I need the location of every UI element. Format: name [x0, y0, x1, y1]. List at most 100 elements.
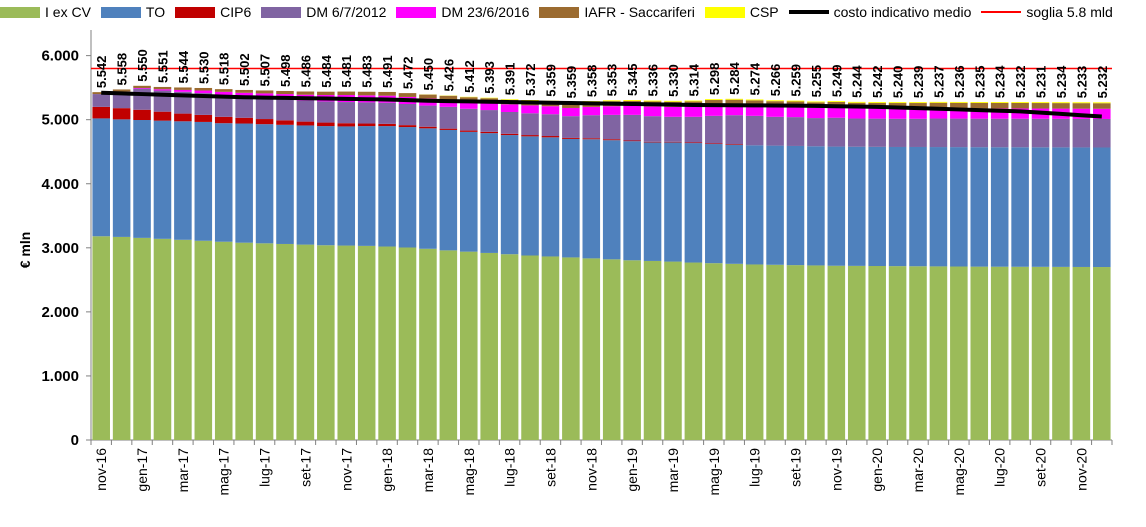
data-label: 5.242 — [870, 65, 885, 98]
bar-segment-iafr-saccariferi — [1093, 103, 1111, 109]
bar-segment-to — [296, 125, 315, 245]
bar-segment-to — [807, 146, 825, 266]
bar-segment-iafr-saccariferi — [419, 94, 437, 99]
data-label: 5.481 — [339, 55, 354, 88]
bar-segment-to — [950, 147, 968, 267]
bar-segment-i-ex-cv — [459, 251, 478, 440]
bar-segment-dm-23-6-2016 — [500, 104, 519, 112]
bar-segment-i-ex-cv — [419, 248, 437, 440]
bar-segment-i-ex-cv — [643, 260, 662, 440]
data-label: 5.249 — [829, 65, 844, 98]
bar-segment-to — [378, 126, 396, 247]
x-tick-label: mar-19 — [665, 448, 681, 493]
x-tick-label: mag-17 — [216, 448, 232, 496]
data-label: 5.236 — [952, 65, 967, 98]
y-axis-title: € mln — [17, 232, 33, 269]
bar-segment-i-ex-cv — [888, 266, 907, 440]
y-tick-label: 3.000 — [41, 240, 79, 257]
data-label: 5.372 — [523, 63, 538, 96]
bar-segment-cip6 — [214, 116, 233, 124]
bar-segment-to — [194, 121, 213, 241]
bar-segment-dm-6-7-2012 — [194, 93, 213, 115]
x-tick-label: set-17 — [297, 448, 313, 487]
y-tick-label: 5.000 — [41, 112, 79, 129]
bar-segment-to — [1052, 147, 1070, 267]
data-label: 5.234 — [993, 65, 1008, 98]
bar-segment-iafr-saccariferi — [970, 102, 989, 109]
y-tick-label: 2.000 — [41, 304, 79, 321]
data-label: 5.412 — [462, 60, 477, 93]
data-label: 5.530 — [196, 51, 211, 84]
data-label: 5.393 — [482, 61, 497, 94]
bar-segment-cip6 — [133, 109, 151, 121]
x-tick-label: mag-19 — [706, 448, 722, 496]
bar-segment-to — [684, 143, 703, 263]
bar-segment-iafr-saccariferi — [194, 87, 213, 91]
bar-segment-csp — [766, 100, 784, 102]
bar-segment-i-ex-cv — [725, 263, 744, 440]
data-label: 5.359 — [564, 66, 579, 99]
bar-segment-dm-6-7-2012 — [827, 117, 846, 147]
bar-segment-csp — [745, 99, 764, 101]
bar-segment-csp — [1052, 102, 1070, 104]
data-label: 5.486 — [298, 55, 313, 88]
data-label: 5.483 — [360, 55, 375, 88]
legend-item-dm-23-6-2016: DM 23/6/2016 — [396, 4, 539, 20]
bar-segment-to — [133, 120, 151, 238]
data-label: 5.345 — [625, 63, 640, 96]
bar-segment-dm-23-6-2016 — [562, 107, 580, 117]
bar-segment-dm-23-6-2016 — [174, 89, 192, 92]
data-label: 5.498 — [278, 54, 293, 87]
bar-segment-dm-6-7-2012 — [235, 96, 253, 118]
bar-segment-iafr-saccariferi — [562, 103, 580, 108]
legend-label: I ex CV — [45, 4, 91, 20]
bar-segment-i-ex-cv — [684, 262, 703, 440]
bar-segment-cip6 — [378, 123, 396, 127]
x-tick-label: lug-18 — [502, 448, 518, 487]
bar-segment-dm-6-7-2012 — [480, 110, 498, 132]
bar-segment-i-ex-cv — [847, 265, 866, 440]
data-label: 5.484 — [319, 54, 334, 87]
bar-segment-i-ex-cv — [602, 259, 621, 440]
x-tick-label: lug-20 — [992, 448, 1008, 487]
bar-segment-i-ex-cv — [214, 241, 233, 440]
bar-segment-to — [235, 123, 253, 243]
bar-segment-dm-23-6-2016 — [1011, 108, 1029, 119]
bar-segment-dm-6-7-2012 — [786, 117, 805, 146]
bar-segment-dm-23-6-2016 — [439, 99, 458, 107]
legend-item-i-ex-cv: I ex CV — [0, 4, 101, 20]
bar-segment-cip6 — [419, 126, 437, 129]
data-label: 5.266 — [768, 64, 783, 97]
bar-segment-to — [112, 119, 131, 237]
bar-segment-to — [439, 129, 458, 251]
bar-segment-iafr-saccariferi — [337, 91, 356, 96]
x-tick-label: set-20 — [1033, 448, 1049, 487]
data-label: 5.239 — [911, 66, 926, 99]
bar-segment-cip6 — [255, 119, 274, 125]
bar-segment-csp — [602, 100, 621, 102]
bar-segment-csp — [868, 102, 886, 103]
bar-segment-dm-6-7-2012 — [1093, 118, 1111, 148]
bar-segment-to — [153, 120, 172, 239]
bar-segment-dm-23-6-2016 — [541, 106, 560, 115]
legend-item-dm-6-7-2012: DM 6/7/2012 — [261, 4, 396, 20]
bar-segment-cip6 — [153, 111, 172, 121]
bar-segment-dm-6-7-2012 — [1031, 118, 1050, 148]
bar-segment-cip6 — [582, 138, 601, 140]
bar-segment-to — [398, 127, 417, 248]
bar-segment-dm-6-7-2012 — [419, 105, 437, 127]
bar-segment-iafr-saccariferi — [1011, 102, 1029, 109]
bar-segment-dm-23-6-2016 — [664, 106, 682, 117]
data-label: 5.255 — [809, 65, 824, 98]
bar-segment-dm-23-6-2016 — [868, 108, 886, 119]
bar-segment-dm-23-6-2016 — [194, 90, 213, 94]
bar-segment-dm-6-7-2012 — [1052, 118, 1070, 148]
bar-segment-dm-23-6-2016 — [888, 108, 907, 119]
bar-segment-csp — [1031, 102, 1050, 104]
data-label: 5.544 — [176, 50, 191, 83]
bar-segment-to — [1031, 147, 1050, 267]
bar-segment-to — [643, 142, 662, 261]
data-label: 5.284 — [727, 62, 742, 95]
data-label: 5.232 — [1095, 66, 1110, 99]
chart-legend: I ex CV TO CIP6 DM 6/7/2012 DM 23/6/2016 IAFR… — [0, 2, 1146, 22]
